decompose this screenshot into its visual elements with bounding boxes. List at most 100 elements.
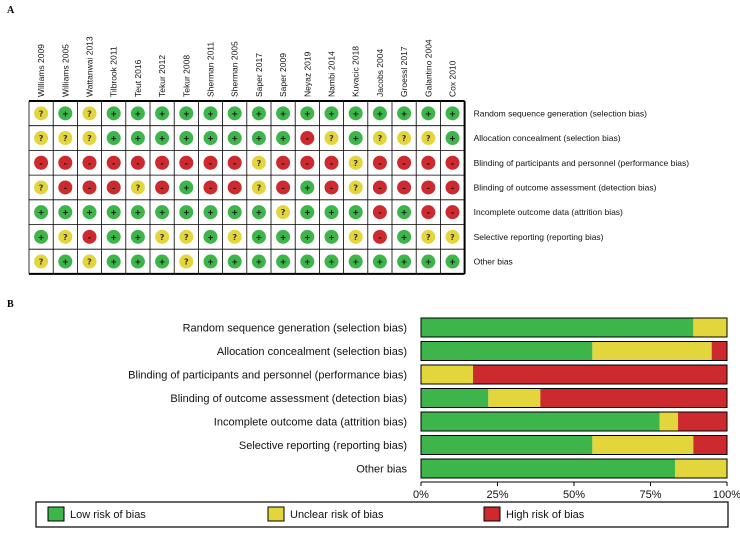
bar-outline <box>420 317 728 338</box>
judgement-symbol: + <box>256 208 263 217</box>
judgement-dot-high <box>58 180 73 195</box>
judgement-symbol: + <box>135 208 142 217</box>
judgement-dot-high <box>324 155 339 170</box>
judgement-symbol: + <box>62 258 69 267</box>
judgement-dot-unclear <box>58 131 73 146</box>
judgement-symbol: ? <box>378 134 383 143</box>
judgement-symbol: ? <box>232 233 237 242</box>
domain-label: Random sequence generation (selection bi… <box>474 108 648 118</box>
judgement-dot-low <box>106 131 121 146</box>
judgement-dot-high <box>227 155 242 170</box>
judgement-symbol: - <box>233 183 236 192</box>
judgement-dot-low <box>203 205 218 220</box>
judgement-symbol: + <box>256 258 263 267</box>
judgement-symbol: + <box>231 109 238 118</box>
judgement-dot-low <box>251 205 266 220</box>
x-tick-label: 100% <box>713 489 740 501</box>
judgement-dot-low <box>155 106 170 121</box>
judgement-dot-low <box>324 229 339 244</box>
judgement-dot-low <box>348 254 363 269</box>
bar-segment-unclear <box>421 365 474 384</box>
judgement-dot-low <box>276 131 291 146</box>
judgement-symbol: + <box>449 109 456 118</box>
judgement-dot-low <box>106 254 121 269</box>
judgement-dot-unclear <box>227 229 242 244</box>
judgement-dot-low <box>130 229 145 244</box>
judgement-symbol: ? <box>39 258 44 267</box>
judgement-symbol: + <box>449 258 456 267</box>
judgement-symbol: ? <box>63 134 68 143</box>
judgement-symbol: + <box>304 183 311 192</box>
judgement-dot-low <box>155 254 170 269</box>
judgement-symbol: - <box>112 159 115 168</box>
judgement-dot-unclear <box>421 229 436 244</box>
judgement-dot-low <box>300 229 315 244</box>
judgement-symbol: + <box>159 109 166 118</box>
judgement-dot-low <box>155 131 170 146</box>
judgement-symbol: + <box>159 258 166 267</box>
judgement-symbol: ? <box>426 134 431 143</box>
judgement-symbol: + <box>401 208 408 217</box>
judgement-symbol: + <box>425 109 432 118</box>
bar-segment-high <box>540 388 727 408</box>
study-label: Tekur 2012 <box>157 55 167 97</box>
judgement-symbol: + <box>401 258 408 267</box>
bar-segment-low <box>421 388 489 408</box>
judgement-symbol: + <box>352 258 359 267</box>
judgement-symbol: + <box>256 134 263 143</box>
judgement-symbol: - <box>402 159 405 168</box>
x-tick-label: 25% <box>486 489 508 501</box>
legend-box <box>35 501 729 528</box>
judgement-dot-unclear <box>34 254 49 269</box>
judgement-dot-high <box>203 155 218 170</box>
study-label: Tekur 2008 <box>181 55 191 97</box>
judgement-symbol: + <box>425 258 432 267</box>
judgement-symbol: - <box>378 159 381 168</box>
judgement-symbol: + <box>449 134 456 143</box>
judgement-symbol: + <box>62 109 69 118</box>
judgement-dot-high <box>300 155 315 170</box>
judgement-dot-low <box>106 229 121 244</box>
x-tick-label: 75% <box>639 489 661 501</box>
judgement-symbol: - <box>112 183 115 192</box>
judgement-dot-high <box>82 155 97 170</box>
judgement-dot-low <box>227 205 242 220</box>
judgement-symbol: + <box>328 208 335 217</box>
judgement-dot-unclear <box>445 229 460 244</box>
legend-swatch-low <box>47 506 65 522</box>
judgement-dot-high <box>82 229 97 244</box>
judgement-dot-high <box>203 180 218 195</box>
x-tick-label: 50% <box>563 489 585 501</box>
judgement-dot-low <box>445 131 460 146</box>
judgement-dot-low <box>348 131 363 146</box>
bar-segment-unclear <box>592 341 712 361</box>
judgement-symbol: ? <box>402 134 407 143</box>
study-label: Saper 2009 <box>278 53 288 97</box>
judgement-symbol: + <box>328 109 335 118</box>
judgement-dot-unclear <box>276 205 291 220</box>
category-label: Incomplete outcome data (attrition bias) <box>214 417 407 429</box>
study-label: Wattanwai 2013 <box>85 36 95 97</box>
judgement-symbol: - <box>88 233 91 242</box>
x-tick-label: 0% <box>413 489 429 501</box>
judgement-dot-unclear <box>34 106 49 121</box>
judgement-dot-high <box>227 180 242 195</box>
judgement-dot-low <box>203 106 218 121</box>
judgement-symbol: - <box>378 233 381 242</box>
judgement-symbol: + <box>256 233 263 242</box>
judgement-symbol: + <box>38 233 45 242</box>
judgement-dot-low <box>251 254 266 269</box>
study-label: Williams 2009 <box>36 44 46 97</box>
judgement-dot-unclear <box>421 131 436 146</box>
judgement-symbol: - <box>451 208 454 217</box>
judgement-dot-low <box>179 205 194 220</box>
judgement-dot-high <box>58 155 73 170</box>
judgement-symbol: + <box>231 258 238 267</box>
judgement-dot-low <box>130 205 145 220</box>
judgement-symbol: + <box>328 233 335 242</box>
judgement-dot-low <box>227 254 242 269</box>
judgement-dot-low <box>276 229 291 244</box>
judgement-symbol: + <box>207 233 214 242</box>
judgement-dot-high <box>372 205 387 220</box>
judgement-symbol: - <box>330 183 333 192</box>
